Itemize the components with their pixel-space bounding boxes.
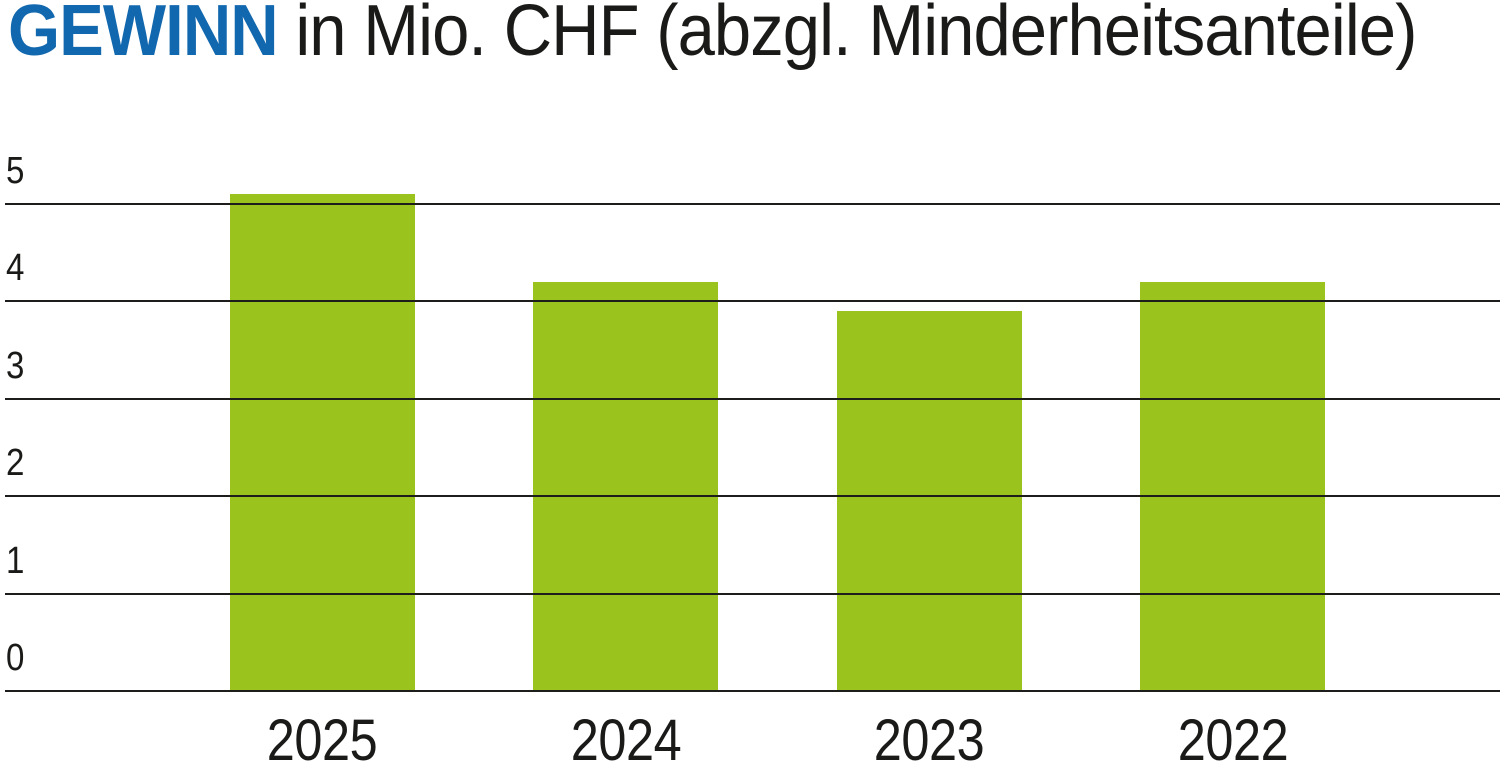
bar-2025 xyxy=(229,193,415,691)
y-tick-label-1: 1 xyxy=(6,539,24,582)
gridline-2 xyxy=(5,495,1500,497)
gridline-0 xyxy=(5,690,1500,692)
y-tick-label-4: 4 xyxy=(6,247,24,289)
gridline-4 xyxy=(5,300,1500,302)
y-tick-label-3: 3 xyxy=(6,344,24,387)
chart-title-highlight: GEWINN xyxy=(8,0,279,71)
x-tick-label-2025: 2025 xyxy=(266,708,378,766)
chart-title: GEWINN in Mio. CHF (abzgl. Minderheitsan… xyxy=(8,0,1417,67)
y-tick-label-5: 5 xyxy=(6,149,24,192)
gridline-1 xyxy=(5,592,1500,595)
chart-title-rest: in Mio. CHF (abzgl. Minderheitsanteile) xyxy=(277,0,1417,71)
x-tick-label-2023: 2023 xyxy=(873,708,985,766)
bar-2022 xyxy=(1140,281,1326,691)
bar-2023 xyxy=(836,310,1022,691)
bar-2024 xyxy=(533,281,719,691)
x-tick-label-2022: 2022 xyxy=(1177,708,1289,766)
gridline-3 xyxy=(5,397,1500,400)
x-tick-label-2024: 2024 xyxy=(570,708,681,766)
y-tick-label-2: 2 xyxy=(6,442,24,484)
gridline-5 xyxy=(5,202,1500,205)
y-tick-label-0: 0 xyxy=(6,637,24,679)
